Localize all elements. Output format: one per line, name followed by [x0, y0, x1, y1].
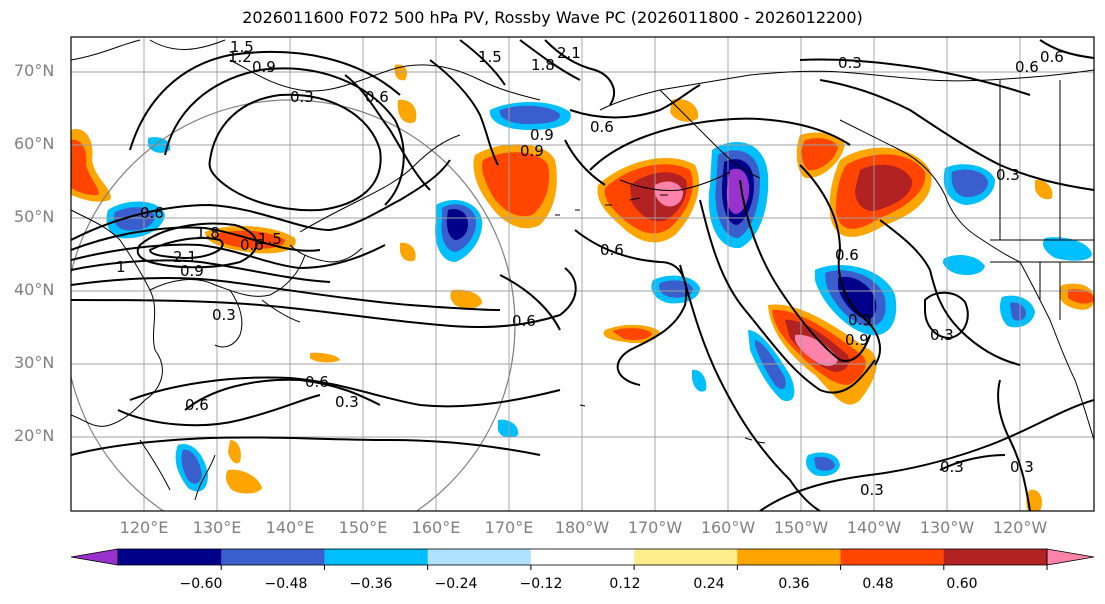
contour-label: 0.9	[180, 262, 204, 280]
lat-label: 60°N	[14, 134, 55, 153]
contour-label: 0.6	[600, 241, 624, 259]
contour-label: 1.8	[531, 56, 555, 74]
contour-label: 1.5	[230, 38, 254, 56]
contour-label: 0.3	[860, 481, 884, 499]
contour-label: 0.6	[185, 396, 209, 414]
map-title: 2026011600 F072 500 hPa PV, Rossby Wave …	[242, 8, 863, 27]
contour-label: 0.9	[530, 126, 554, 144]
contour-label: 0.6	[240, 236, 264, 254]
colorbar-tick: −0.12	[519, 576, 563, 592]
graticule	[71, 37, 1094, 511]
lon-label: 140°W	[846, 518, 902, 537]
contour-label: 1.5	[258, 230, 282, 248]
colorbar-tick: −0.60	[179, 576, 223, 592]
contour-label: 0.6	[512, 312, 536, 330]
lat-label: 40°N	[14, 280, 55, 299]
lon-label: 120°E	[119, 518, 169, 537]
contour-label: 0.6	[1015, 58, 1039, 76]
colorbar-tick: −0.24	[434, 576, 478, 592]
contour-label: 0.9	[520, 142, 544, 160]
contour-label: 0.6	[590, 118, 614, 136]
lon-label: 130°E	[192, 518, 242, 537]
contour-label: 0.6	[835, 246, 859, 264]
contour-label: 1.2	[228, 48, 252, 66]
contour-label: 2.1	[557, 44, 581, 62]
contour-label: 0.3	[930, 326, 954, 344]
contour-label: 0.6	[365, 88, 389, 106]
contour-label: 0.3	[940, 458, 964, 476]
contour-label: 0.6	[140, 204, 164, 222]
lon-label: 160°E	[411, 518, 461, 537]
lon-label: 130°W	[919, 518, 975, 537]
contour-labels: 1.5 1.2 0.9 0.3 0.6 1.5 2.1 1.8 0.6 0.3 …	[116, 38, 1064, 499]
contour-label: 0.3	[290, 88, 314, 106]
contour-label: 0.3	[838, 54, 862, 72]
contour-label: 0.3	[996, 166, 1020, 184]
contour-label: 0.3	[1010, 458, 1034, 476]
lat-label: 70°N	[14, 61, 55, 80]
map-frame	[70, 36, 1095, 512]
contour-label: 0.9	[252, 58, 276, 76]
lat-label: 20°N	[14, 426, 55, 445]
contour-label: 0.6	[1040, 48, 1064, 66]
lon-label: 170°E	[484, 518, 534, 537]
lon-label: 160°W	[700, 518, 756, 537]
lon-label: 150°W	[773, 518, 829, 537]
colorbar-tick: 0.12	[609, 576, 641, 592]
colorbar-tick: 0.60	[946, 576, 978, 592]
contour-label: 0.6	[305, 373, 329, 391]
contour-label: 0.3	[212, 306, 236, 324]
lon-label: 180°W	[554, 518, 610, 537]
coastlines	[71, 39, 1094, 501]
contour-label: 0.9	[845, 331, 869, 349]
contour-label: 1	[116, 258, 126, 276]
contour-label: 1.8	[196, 224, 220, 242]
lon-label: 120°W	[992, 518, 1048, 537]
contour-label: 2.1	[173, 248, 197, 266]
lon-label: 150°E	[338, 518, 388, 537]
contour-label: 0.3	[335, 393, 359, 411]
contour-label: 1.5	[478, 48, 502, 66]
lon-label: 140°E	[265, 518, 315, 537]
colorbar-tick: −0.36	[349, 576, 393, 592]
pc-shading	[71, 64, 1094, 511]
lon-label: 170°W	[627, 518, 683, 537]
colorbar-tick: 0.48	[862, 576, 894, 592]
colorbar-tick: 0.24	[693, 576, 725, 592]
colorbar-tick: 0.36	[778, 576, 810, 592]
colorbar-tick: −0.48	[264, 576, 308, 592]
contour-label: 0.9	[848, 311, 872, 329]
pv-contours	[71, 39, 1094, 511]
lat-label: 50°N	[14, 207, 55, 226]
lat-label: 30°N	[14, 353, 55, 372]
